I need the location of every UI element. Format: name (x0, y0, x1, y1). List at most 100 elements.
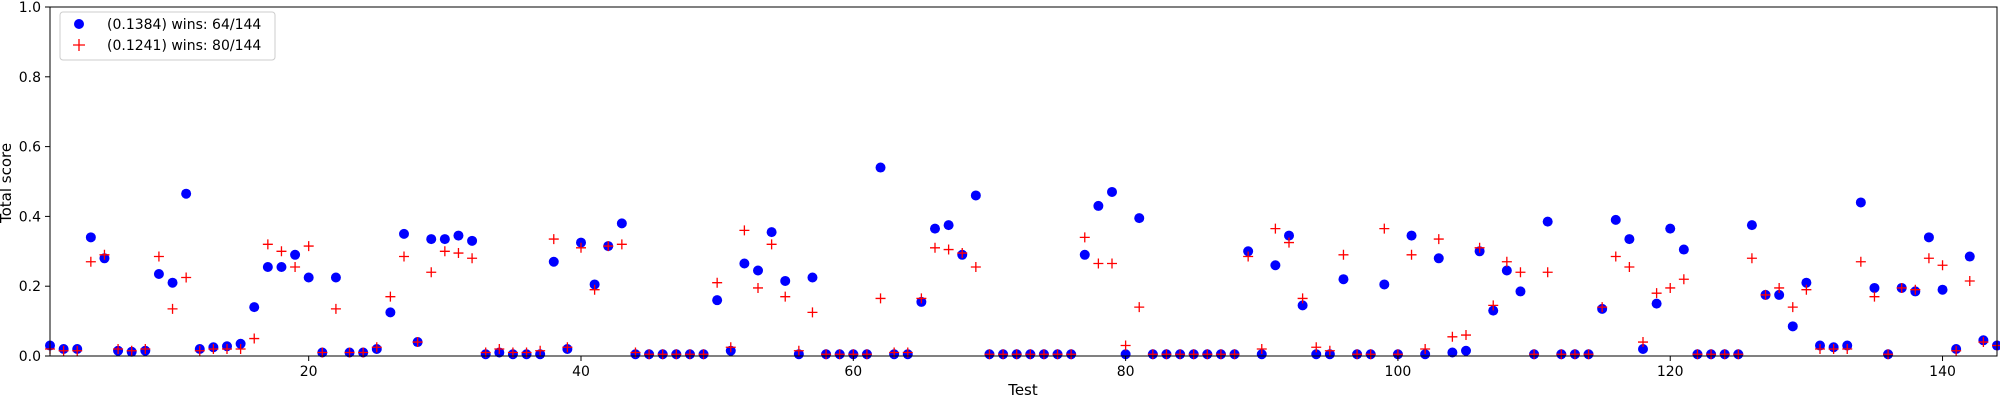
point-series-2 (1093, 258, 1104, 269)
point-series-2 (1284, 237, 1294, 248)
point-series-2 (807, 307, 818, 318)
point-series-1 (1923, 232, 1934, 243)
point-series-2 (998, 349, 1009, 360)
point-series-2 (684, 349, 695, 360)
point-series-2 (1910, 284, 1921, 295)
point-series-1 (1610, 214, 1621, 225)
point-series-2 (1651, 288, 1662, 299)
point-series-2 (576, 242, 586, 253)
point-series-2 (780, 291, 791, 302)
point-series-2 (916, 293, 927, 304)
point-series-2 (1406, 249, 1417, 260)
point-series-2 (72, 345, 83, 356)
point-series-1 (1678, 244, 1689, 255)
x-tick-label: 80 (1117, 364, 1135, 380)
x-tick-label: 20 (300, 364, 318, 380)
point-series-1 (589, 279, 600, 290)
point-series-2 (1583, 349, 1594, 360)
point-series-2 (235, 344, 246, 355)
point-series-1 (181, 188, 192, 199)
point-series-2 (1066, 349, 1077, 360)
point-series-2 (1011, 349, 1022, 360)
point-series-1 (576, 237, 586, 248)
point-series-2 (1079, 232, 1090, 243)
legend: (0.1384) wins: 64/144 (0.1241) wins: 80/… (59, 11, 276, 61)
point-series-2 (712, 277, 723, 288)
point-series-2 (1515, 267, 1526, 278)
point-series-2 (330, 303, 341, 314)
point-series-2 (1175, 349, 1186, 360)
point-series-1 (1488, 305, 1499, 316)
point-series-2 (562, 342, 573, 353)
point-series-2 (1161, 349, 1172, 360)
point-series-2 (1447, 331, 1458, 342)
point-series-1 (1338, 274, 1349, 285)
point-series-1 (1624, 234, 1635, 245)
point-series-2 (861, 349, 872, 360)
point-series-2 (1025, 349, 1036, 360)
point-series-2 (167, 303, 178, 314)
point-series-2 (589, 284, 600, 295)
point-series-2 (412, 337, 423, 348)
point-series-1 (167, 277, 178, 288)
point-series-2 (1719, 349, 1730, 360)
point-series-2 (1501, 256, 1512, 267)
y-tick-label: 0.8 (19, 70, 41, 86)
point-series-1 (930, 223, 940, 234)
point-series-1 (453, 230, 464, 241)
legend-label-series-2: (0.1241) wins: 80/144 (107, 38, 261, 54)
point-series-2 (1147, 349, 1158, 360)
point-series-2 (970, 262, 981, 273)
y-axis-label: Total score (0, 143, 15, 224)
point-series-2 (1202, 349, 1213, 360)
point-series-2 (1188, 349, 1199, 360)
point-series-2 (1529, 349, 1540, 360)
point-series-1 (753, 265, 763, 276)
point-series-2 (1692, 349, 1703, 360)
point-series-1 (970, 190, 981, 201)
point-series-1 (1746, 220, 1757, 231)
y-tick-label: 1.0 (19, 0, 41, 16)
point-series-2 (208, 344, 219, 355)
y-tick-label: 0.6 (19, 140, 41, 156)
point-series-1 (780, 275, 791, 286)
point-series-2 (1243, 251, 1254, 262)
point-series-2 (1107, 258, 1117, 269)
point-series-2 (1964, 275, 1975, 286)
point-series-2 (1624, 262, 1635, 273)
point-series-2 (385, 291, 396, 302)
point-series-1 (235, 338, 246, 349)
point-series-2 (875, 293, 886, 304)
data-marks (45, 162, 2000, 360)
point-series-2 (1842, 344, 1853, 355)
point-series-2 (1229, 349, 1240, 360)
point-series-2 (1597, 302, 1608, 313)
point-series-1 (153, 268, 164, 279)
point-series-2 (181, 272, 192, 283)
point-series-2 (290, 262, 301, 273)
y-tick-label: 0.4 (19, 209, 41, 225)
point-series-1 (1801, 277, 1812, 288)
point-series-2 (1297, 293, 1308, 304)
point-series-2 (371, 342, 382, 353)
point-series-1 (249, 302, 260, 313)
point-series-1 (1665, 223, 1676, 234)
point-series-2 (99, 249, 110, 260)
point-series-2 (1365, 349, 1376, 360)
point-series-2 (453, 248, 464, 259)
point-series-1 (1855, 197, 1866, 208)
x-tick-label: 100 (1385, 364, 1412, 380)
point-series-2 (1542, 267, 1553, 278)
point-series-2 (85, 256, 96, 267)
point-series-2 (535, 345, 546, 356)
point-series-1 (1079, 249, 1090, 260)
point-series-2 (58, 345, 69, 356)
legend-label-series-1: (0.1384) wins: 64/144 (107, 17, 261, 33)
point-series-2 (140, 344, 151, 355)
point-series-2 (725, 342, 736, 353)
point-series-2 (1883, 349, 1894, 360)
point-series-2 (1610, 251, 1621, 262)
point-series-2 (113, 344, 124, 355)
point-series-2 (1978, 337, 1989, 348)
point-series-2 (1379, 223, 1390, 234)
